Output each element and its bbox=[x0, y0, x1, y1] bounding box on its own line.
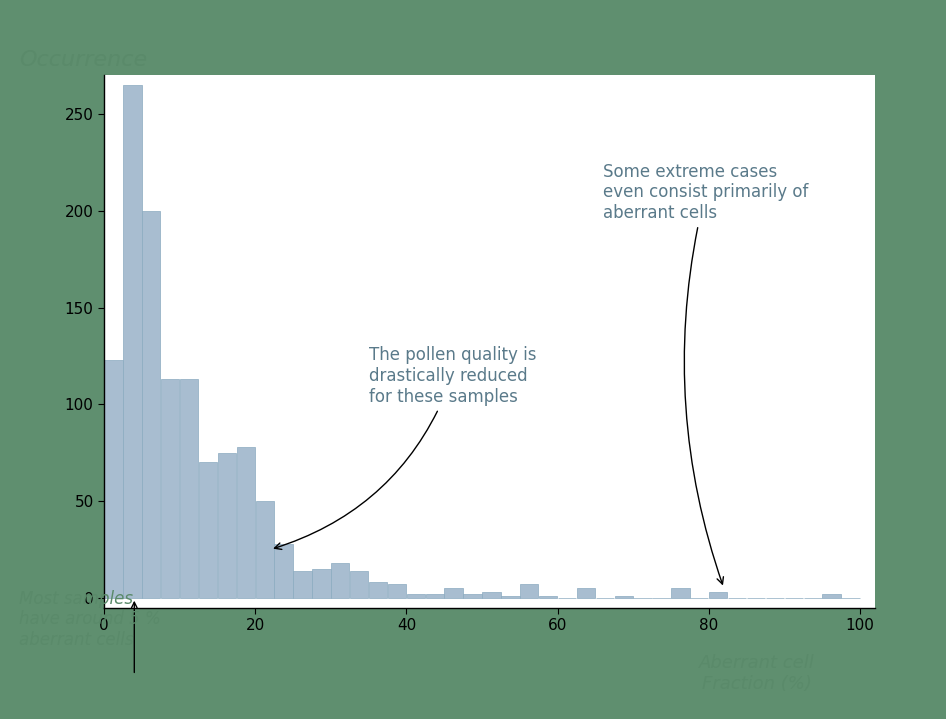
Bar bbox=[520, 585, 538, 598]
Bar bbox=[142, 211, 161, 598]
Bar bbox=[615, 596, 633, 598]
Text: Some extreme cases
even consist primarily of
aberrant cells: Some extreme cases even consist primaril… bbox=[603, 162, 808, 584]
Bar bbox=[350, 571, 368, 598]
Bar bbox=[445, 588, 463, 598]
Bar bbox=[482, 592, 500, 598]
Bar bbox=[293, 571, 311, 598]
Bar bbox=[501, 596, 519, 598]
Bar bbox=[388, 585, 406, 598]
Bar bbox=[123, 85, 142, 598]
Bar bbox=[180, 379, 199, 598]
Text: Aberrant cell
Fraction (%): Aberrant cell Fraction (%) bbox=[699, 654, 815, 693]
Bar bbox=[539, 596, 557, 598]
Bar bbox=[710, 592, 727, 598]
Bar bbox=[218, 453, 236, 598]
Bar bbox=[236, 447, 255, 598]
Bar bbox=[312, 569, 330, 598]
Text: Most samples
have around 5 %
aberrant cells: Most samples have around 5 % aberrant ce… bbox=[19, 590, 161, 649]
Bar bbox=[464, 594, 482, 598]
Text: Occurrence: Occurrence bbox=[19, 50, 148, 70]
Bar bbox=[255, 501, 273, 598]
Bar bbox=[161, 379, 180, 598]
Bar bbox=[407, 594, 425, 598]
Bar bbox=[274, 544, 292, 598]
Bar bbox=[426, 594, 444, 598]
Text: The pollen quality is
drastically reduced
for these samples: The pollen quality is drastically reduce… bbox=[274, 347, 536, 549]
Bar bbox=[369, 582, 387, 598]
Bar bbox=[199, 462, 218, 598]
Bar bbox=[331, 563, 349, 598]
Bar bbox=[822, 594, 841, 598]
Bar bbox=[104, 360, 123, 598]
Bar bbox=[672, 588, 690, 598]
Bar bbox=[577, 588, 595, 598]
